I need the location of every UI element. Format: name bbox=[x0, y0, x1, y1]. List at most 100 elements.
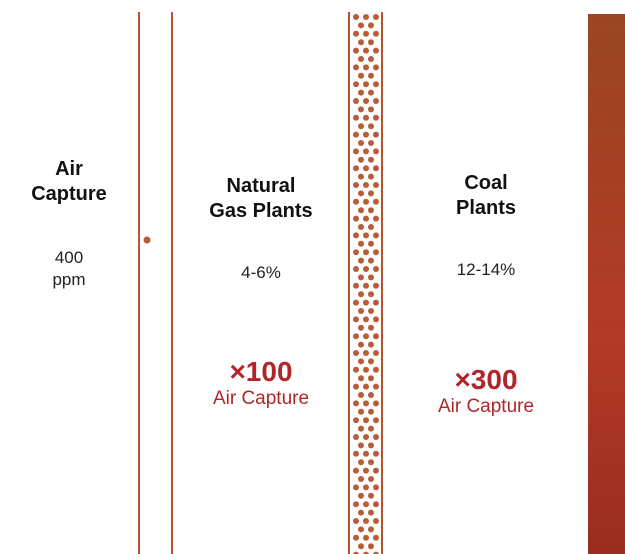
co2-dot bbox=[373, 114, 379, 121]
co2-dot bbox=[368, 39, 374, 46]
co2-dot bbox=[353, 434, 359, 440]
co2-dot bbox=[373, 215, 379, 222]
co2-dot bbox=[358, 39, 364, 46]
co2-dot bbox=[363, 249, 369, 256]
co2-dot bbox=[373, 434, 379, 440]
co2-dot bbox=[368, 375, 374, 382]
co2-dot bbox=[373, 467, 379, 474]
air-capture-concentration-value: 400 bbox=[54, 248, 84, 267]
co2-dot bbox=[363, 215, 369, 222]
coal-concentration: 12-14% bbox=[456, 260, 516, 279]
co2-dot bbox=[373, 81, 379, 88]
co2-dot bbox=[353, 400, 359, 407]
co2-dot bbox=[373, 249, 379, 256]
co2-dot bbox=[353, 198, 359, 205]
co2-dot bbox=[368, 224, 374, 230]
co2-dot bbox=[373, 232, 379, 239]
co2-dot bbox=[373, 501, 379, 508]
co2-dot bbox=[363, 182, 369, 188]
co2-dot bbox=[353, 417, 359, 424]
co2-dot bbox=[373, 350, 379, 356]
co2-dot bbox=[363, 30, 369, 37]
co2-dot bbox=[363, 165, 369, 172]
co2-dot bbox=[368, 72, 374, 79]
co2-dot bbox=[363, 333, 369, 340]
co2-dot bbox=[363, 366, 369, 373]
co2-dot bbox=[368, 509, 374, 516]
co2-dot bbox=[363, 198, 369, 205]
co2-dot bbox=[368, 140, 374, 146]
co2-dot bbox=[373, 148, 379, 155]
coal-column: Coal Plants 12-14% ×300 Air Capture bbox=[384, 0, 588, 554]
co2-dot bbox=[363, 81, 369, 88]
co2-dot bbox=[353, 450, 359, 457]
co2-dot bbox=[368, 526, 374, 533]
co2-dot bbox=[368, 274, 374, 281]
co2-dot bbox=[358, 543, 364, 550]
co2-dot bbox=[358, 240, 364, 247]
co2-dot bbox=[358, 509, 364, 516]
co2-dot bbox=[353, 518, 359, 524]
co2-dot bbox=[373, 383, 379, 390]
co2-dot bbox=[373, 518, 379, 524]
co2-dot bbox=[353, 98, 359, 104]
co2-dot bbox=[358, 324, 364, 331]
co2-dot bbox=[353, 165, 359, 172]
natural-gas-multiplier-label: Air Capture bbox=[212, 388, 310, 409]
co2-dot bbox=[353, 350, 359, 356]
co2-dot bbox=[368, 459, 374, 466]
co2-dot bbox=[353, 64, 359, 71]
co2-dot bbox=[373, 282, 379, 289]
co2-dot bbox=[353, 131, 359, 138]
co2-dot bbox=[363, 350, 369, 356]
co2-dot bbox=[358, 72, 364, 79]
co2-dot bbox=[363, 282, 369, 289]
co2-dot bbox=[353, 467, 359, 474]
co2-dot bbox=[363, 450, 369, 457]
co2-dot bbox=[353, 114, 359, 121]
air-capture-column: Air Capture 400 ppm bbox=[0, 0, 138, 554]
co2-dot bbox=[358, 140, 364, 146]
air-capture-concentration-unit: ppm bbox=[52, 270, 86, 289]
co2-dot bbox=[373, 47, 379, 54]
co2-dot bbox=[358, 123, 364, 130]
co2-dot bbox=[353, 249, 359, 256]
co2-dot bbox=[373, 198, 379, 205]
co2-dot bbox=[368, 22, 374, 29]
co2-dot bbox=[353, 182, 359, 188]
co2-dot bbox=[368, 257, 374, 264]
co2-dot bbox=[373, 366, 379, 373]
co2-dot bbox=[363, 501, 369, 508]
co2-dot bbox=[363, 14, 369, 20]
natural-gas-column: Natural Gas Plants 4-6% ×100 Air Capture bbox=[173, 0, 349, 554]
co2-dot bbox=[363, 434, 369, 440]
natural-gas-multiplier: ×100 bbox=[229, 356, 293, 387]
co2-dot bbox=[358, 375, 364, 382]
co2-dot bbox=[358, 22, 364, 29]
coal-title-line2: Plants bbox=[455, 197, 517, 219]
co2-dot bbox=[358, 341, 364, 348]
co2-dot bbox=[358, 190, 364, 197]
co2-dot bbox=[358, 89, 364, 96]
co2-dot bbox=[368, 123, 374, 130]
co2-dot bbox=[358, 207, 364, 214]
co2-dot bbox=[368, 392, 374, 398]
co2-dot bbox=[353, 383, 359, 390]
co2-dot bbox=[353, 551, 359, 554]
co2-dot bbox=[368, 442, 374, 449]
co2-dot bbox=[363, 64, 369, 71]
co2-dot bbox=[368, 492, 374, 499]
co2-dot bbox=[363, 518, 369, 524]
co2-dot bbox=[363, 484, 369, 491]
co2-dot bbox=[363, 114, 369, 121]
co2-dot bbox=[373, 131, 379, 138]
co2-dot bbox=[368, 240, 374, 247]
co2-dot bbox=[358, 56, 364, 62]
co2-dot bbox=[373, 534, 379, 541]
co2-dot bbox=[358, 476, 364, 482]
co2-dot bbox=[353, 215, 359, 222]
co2-dot bbox=[373, 333, 379, 340]
co2-dot bbox=[358, 442, 364, 449]
